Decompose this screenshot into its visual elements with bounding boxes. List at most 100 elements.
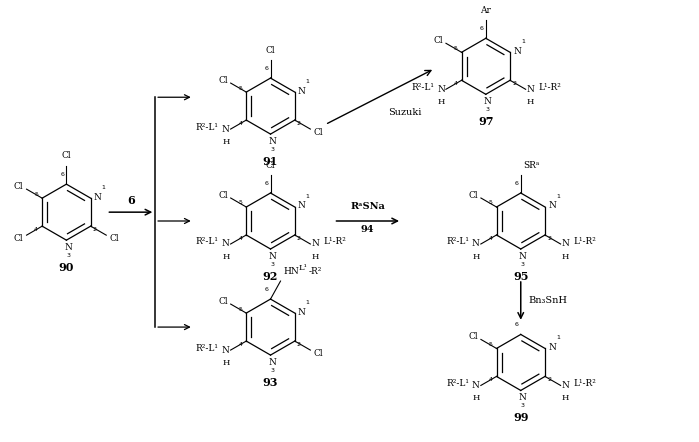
Text: 6: 6 [515, 323, 519, 328]
Text: H: H [222, 138, 229, 146]
Text: Cl: Cl [468, 332, 478, 341]
Text: 4: 4 [454, 81, 458, 86]
Text: Cl: Cl [14, 182, 24, 191]
Text: N: N [548, 343, 556, 352]
Text: N: N [311, 240, 319, 248]
Text: N: N [222, 125, 229, 133]
Text: 1: 1 [305, 79, 310, 84]
Text: N: N [64, 243, 72, 252]
Text: 6: 6 [265, 66, 268, 71]
Text: H: H [473, 394, 480, 402]
Text: 1: 1 [305, 194, 310, 199]
Text: L¹-R²: L¹-R² [539, 83, 561, 92]
Text: 1: 1 [556, 194, 560, 199]
Text: N: N [268, 358, 276, 367]
Text: Cl: Cl [433, 36, 443, 45]
Text: Cl: Cl [62, 151, 71, 160]
Text: 1: 1 [305, 300, 310, 305]
Text: 92: 92 [263, 271, 278, 282]
Text: N: N [94, 193, 101, 202]
Text: 5: 5 [454, 46, 458, 51]
Text: -R²: -R² [308, 267, 322, 276]
Text: Bn₃SnH: Bn₃SnH [528, 296, 568, 305]
Text: SRᵃ: SRᵃ [523, 161, 539, 170]
Text: 3: 3 [271, 368, 275, 373]
Text: L¹-R²: L¹-R² [574, 379, 596, 388]
Text: 1: 1 [521, 39, 525, 44]
Text: 3: 3 [521, 404, 525, 408]
Text: Cl: Cl [266, 161, 275, 170]
Text: R²-L¹: R²-L¹ [196, 237, 219, 247]
Text: H: H [311, 253, 319, 261]
Text: 2: 2 [93, 227, 96, 232]
Text: H: H [222, 359, 229, 367]
Text: H: H [561, 394, 569, 402]
Text: R²-L¹: R²-L¹ [446, 237, 469, 247]
Text: 95: 95 [513, 271, 528, 282]
Text: Cl: Cl [218, 76, 228, 84]
Text: 3: 3 [271, 147, 275, 152]
Text: N: N [484, 97, 491, 106]
Text: 5: 5 [238, 86, 243, 91]
Text: N: N [222, 346, 229, 354]
Text: 4: 4 [238, 121, 243, 126]
Text: Cl: Cl [218, 297, 228, 305]
Text: N: N [519, 252, 526, 261]
Text: 4: 4 [238, 236, 243, 240]
Text: 5: 5 [238, 201, 243, 206]
Text: RᵃSNa: RᵃSNa [350, 202, 385, 211]
Text: 90: 90 [59, 262, 74, 273]
Text: N: N [472, 381, 480, 390]
Text: N: N [268, 252, 276, 261]
Text: 6: 6 [265, 181, 268, 186]
Text: 5: 5 [238, 307, 243, 312]
Text: Cl: Cl [266, 46, 275, 55]
Text: H: H [473, 253, 480, 261]
Text: N: N [298, 202, 305, 210]
Text: 6: 6 [515, 181, 519, 186]
Text: 2: 2 [297, 121, 301, 126]
Text: R²-L¹: R²-L¹ [196, 343, 219, 353]
Text: 5: 5 [489, 342, 493, 347]
Text: 5: 5 [489, 201, 493, 206]
Text: N: N [561, 381, 570, 390]
Text: L¹-R²: L¹-R² [324, 237, 346, 247]
Text: 1: 1 [101, 185, 106, 190]
Text: Cl: Cl [218, 191, 228, 199]
Text: 6: 6 [127, 195, 135, 206]
Text: N: N [548, 202, 556, 210]
Text: 3: 3 [521, 262, 525, 267]
Text: N: N [561, 240, 570, 248]
Text: 4: 4 [238, 342, 243, 347]
Text: Cl: Cl [14, 234, 24, 243]
Text: 3: 3 [271, 262, 275, 267]
Text: 6: 6 [480, 27, 484, 31]
Text: 97: 97 [478, 116, 493, 127]
Text: R²-L¹: R²-L¹ [411, 83, 434, 92]
Text: L¹: L¹ [298, 264, 308, 272]
Text: N: N [298, 87, 305, 95]
Text: 94: 94 [361, 225, 375, 234]
Text: H: H [526, 98, 534, 106]
Text: 4: 4 [489, 236, 493, 240]
Text: H: H [222, 253, 229, 261]
Text: N: N [519, 393, 526, 402]
Text: N: N [222, 240, 229, 248]
Text: 2: 2 [297, 236, 301, 240]
Text: Cl: Cl [109, 234, 119, 243]
Text: 5: 5 [34, 192, 38, 197]
Text: 3: 3 [486, 107, 490, 112]
Text: N: N [526, 85, 535, 94]
Text: R²-L¹: R²-L¹ [446, 379, 469, 388]
Text: N: N [472, 240, 480, 248]
Text: Suzuki: Suzuki [388, 108, 421, 117]
Text: N: N [268, 137, 276, 146]
Text: 6: 6 [265, 287, 268, 292]
Text: Cl: Cl [313, 128, 323, 137]
Text: Ar: Ar [480, 6, 491, 15]
Text: 2: 2 [547, 377, 551, 382]
Text: 2: 2 [547, 236, 551, 240]
Text: N: N [513, 47, 521, 56]
Text: 4: 4 [34, 227, 38, 232]
Text: R²-L¹: R²-L¹ [196, 122, 219, 132]
